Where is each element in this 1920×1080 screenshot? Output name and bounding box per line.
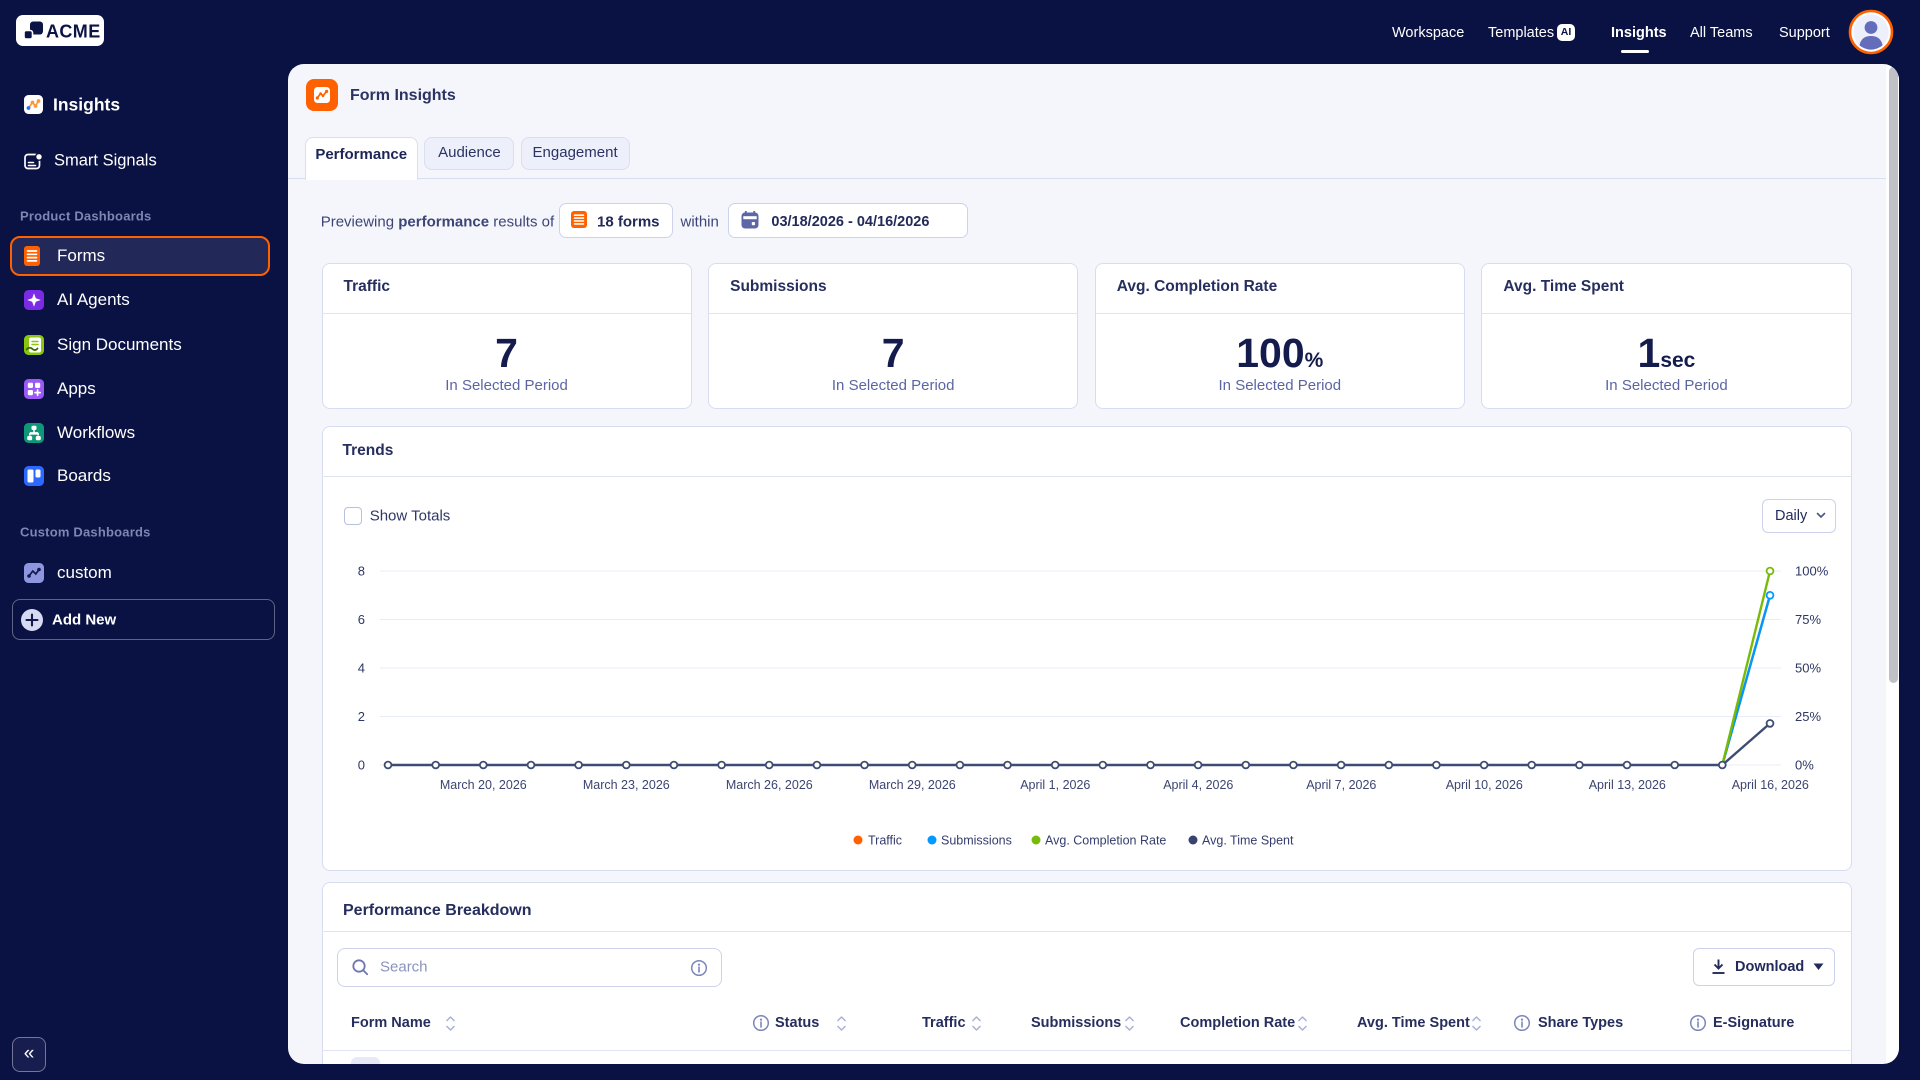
svg-text:Submissions: Submissions	[941, 834, 1012, 848]
svg-text:Avg. Completion Rate: Avg. Completion Rate	[1045, 834, 1166, 848]
svg-text:0: 0	[358, 758, 365, 773]
svg-text:50%: 50%	[1795, 661, 1821, 676]
svg-text:Avg. Time Spent: Avg. Time Spent	[1202, 834, 1294, 848]
svg-text:April 4, 2026: April 4, 2026	[1163, 778, 1233, 792]
svg-text:March 26, 2026: March 26, 2026	[726, 778, 813, 792]
svg-text:March 29, 2026: March 29, 2026	[869, 778, 956, 792]
svg-text:April 1, 2026: April 1, 2026	[1020, 778, 1090, 792]
svg-text:April 16, 2026: April 16, 2026	[1732, 778, 1809, 792]
svg-text:March 23, 2026: March 23, 2026	[583, 778, 670, 792]
svg-text:April 10, 2026: April 10, 2026	[1446, 778, 1523, 792]
svg-text:March 20, 2026: March 20, 2026	[440, 778, 527, 792]
svg-text:6: 6	[358, 612, 365, 627]
svg-text:Traffic: Traffic	[868, 834, 902, 848]
svg-text:April 13, 2026: April 13, 2026	[1589, 778, 1666, 792]
svg-text:75%: 75%	[1795, 612, 1821, 627]
svg-text:2: 2	[358, 709, 365, 724]
svg-text:8: 8	[358, 564, 365, 579]
svg-text:4: 4	[358, 661, 365, 676]
svg-text:25%: 25%	[1795, 709, 1821, 724]
svg-text:April 7, 2026: April 7, 2026	[1306, 778, 1376, 792]
svg-text:0%: 0%	[1795, 758, 1814, 773]
svg-text:100%: 100%	[1795, 564, 1829, 579]
